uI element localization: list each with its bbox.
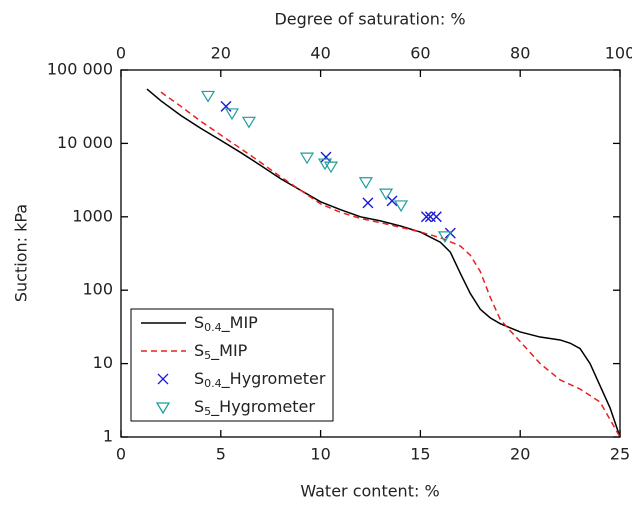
y-tick-label: 1000: [72, 206, 113, 225]
x-axis-label: Water content: %: [300, 482, 439, 501]
mip-curve: [146, 88, 621, 438]
legend-label: S5_MIP: [194, 341, 248, 363]
x2-axis-label: Degree of saturation: %: [274, 10, 465, 29]
hygrometer-point: [362, 197, 374, 209]
x-tick-label: 20: [510, 445, 530, 464]
x2-tick-label: 60: [410, 44, 430, 63]
hygrometer-point: [379, 188, 394, 201]
hygrometer-point: [430, 211, 442, 223]
hygrometer-point: [320, 151, 332, 163]
legend-swatch: [155, 402, 171, 415]
hygrometer-point: [420, 211, 432, 223]
y-tick-label: 100: [82, 280, 113, 299]
hygrometer-point: [220, 100, 232, 112]
hygrometer-point: [317, 158, 333, 171]
hygrometer-point: [224, 108, 240, 121]
x2-tick-label: 80: [510, 44, 530, 63]
y-tick-label: 10 000: [57, 133, 113, 152]
x-tick-label: 25: [610, 445, 630, 464]
legend-swatch: [157, 373, 169, 385]
y-axis-label: Suction: kPa: [12, 204, 31, 302]
y-tick-label: 100 000: [47, 60, 113, 79]
hygrometer-point: [241, 116, 257, 129]
legend-label: S0.4_MIP: [194, 313, 258, 335]
hygrometer-point: [323, 161, 339, 174]
x-tick-label: 10: [310, 445, 330, 464]
hygrometer-point: [386, 195, 398, 207]
legend-box: [130, 308, 334, 422]
legend-label: S0.4_Hygrometer: [194, 369, 326, 391]
x-tick-label: 15: [410, 445, 430, 464]
x2-tick-label: 0: [116, 44, 126, 63]
mip-curve: [160, 91, 621, 438]
y-tick-label: 1: [103, 427, 113, 446]
hygrometer-point: [358, 177, 373, 189]
hygrometer-point: [200, 90, 216, 103]
x2-tick-label: 40: [310, 44, 330, 63]
legend-label: S5_Hygrometer: [194, 397, 315, 419]
x2-tick-label: 100: [605, 44, 632, 63]
plot-frame: [120, 69, 621, 438]
hygrometer-point: [437, 231, 453, 244]
y-tick-label: 10: [93, 353, 113, 372]
x-tick-label: 5: [216, 445, 226, 464]
x2-tick-label: 20: [211, 44, 231, 63]
hygrometer-point: [393, 200, 409, 213]
hygrometer-point: [299, 152, 315, 165]
x-tick-label: 0: [116, 445, 126, 464]
